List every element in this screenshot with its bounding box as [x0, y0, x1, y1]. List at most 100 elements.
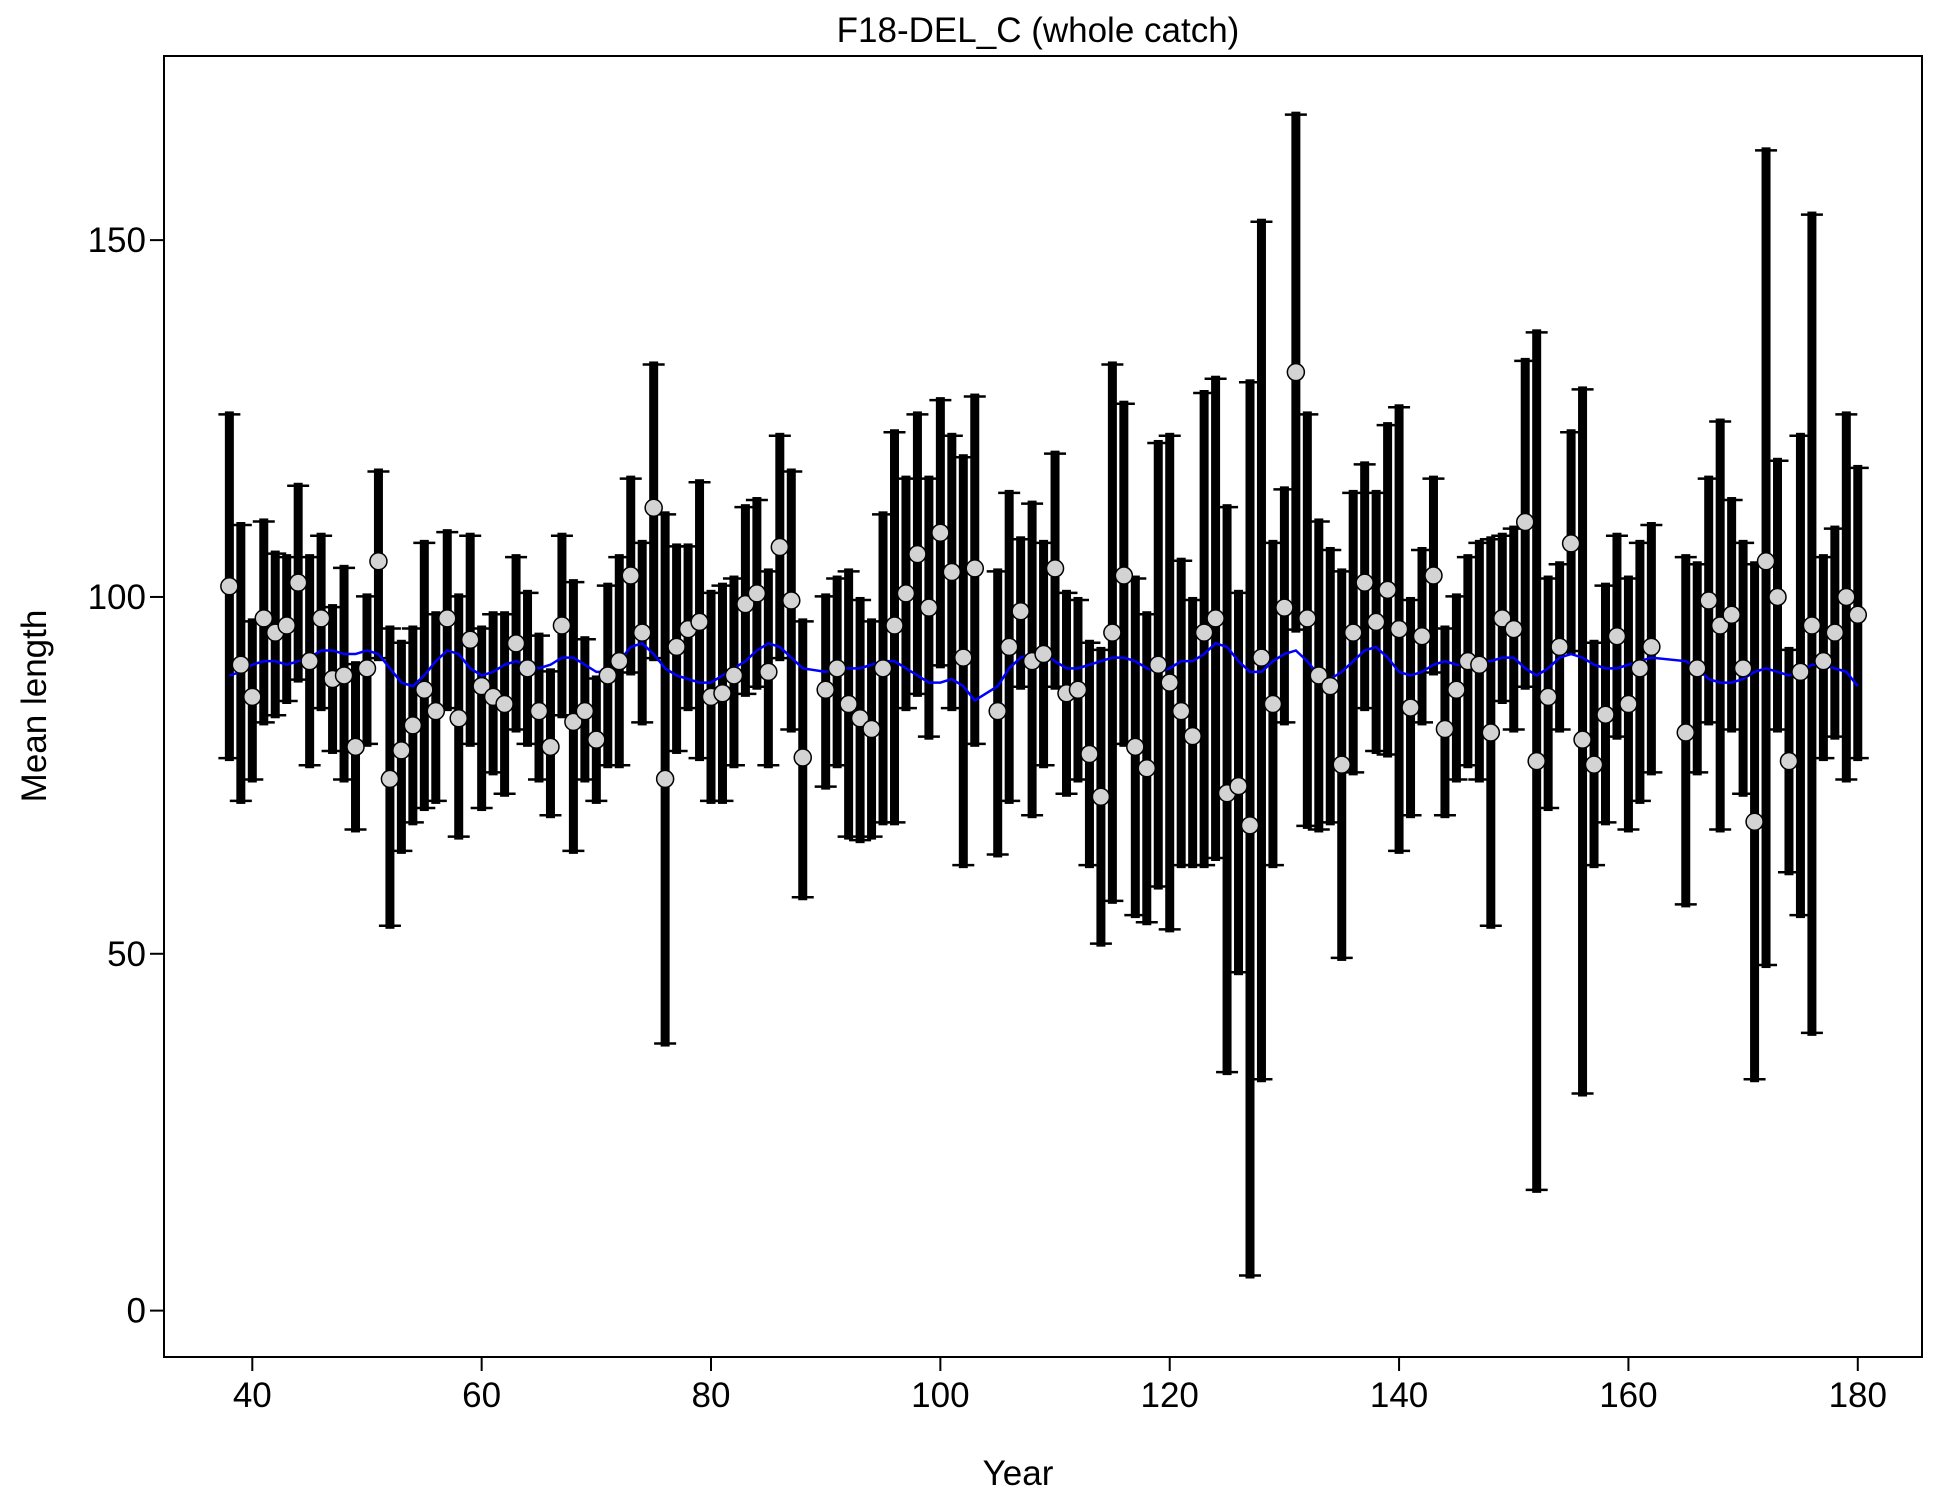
observed-point: [1619, 694, 1638, 714]
observed-point: [793, 748, 813, 767]
error-bar: [1600, 582, 1610, 826]
observed-point: [965, 559, 985, 578]
error-cap: [1250, 220, 1273, 1081]
observed-point: [816, 680, 835, 699]
observed-point: [300, 651, 319, 671]
observed-point: [896, 584, 916, 603]
error-cap: [883, 430, 906, 824]
x-tick-label: 40: [233, 1376, 272, 1415]
observed-point: [1401, 698, 1420, 717]
observed-point: [1733, 659, 1753, 678]
observed-point: [1825, 623, 1845, 642]
observed-point: [1435, 719, 1455, 739]
observed-point: [426, 701, 446, 721]
observed-point: [1321, 676, 1340, 696]
observed-point: [1470, 655, 1489, 675]
observed-point: [621, 566, 640, 585]
observed-point: [954, 648, 973, 667]
observed-point: [1561, 534, 1581, 553]
error-cap: [1101, 363, 1124, 903]
observed-point: [1286, 362, 1306, 382]
observed-point: [1298, 609, 1317, 628]
observed-point: [1309, 666, 1329, 685]
error-cap: [1755, 149, 1778, 967]
observed-point: [782, 591, 801, 610]
observed-point: [1171, 701, 1191, 721]
observed-point: [311, 609, 331, 628]
observed-point: [1080, 744, 1099, 764]
observed-point: [243, 687, 262, 707]
observed-point: [1206, 609, 1225, 628]
x-tick-label: 140: [1370, 1376, 1428, 1415]
observed-point: [862, 719, 881, 739]
observed-point: [1389, 619, 1409, 639]
observed-point: [1229, 776, 1248, 796]
observed-point: [1837, 587, 1856, 607]
observed-point: [495, 694, 514, 714]
observed-point: [1481, 723, 1501, 742]
observed-point: [1447, 680, 1466, 699]
observed-point: [988, 701, 1007, 721]
observed-point: [942, 562, 962, 582]
error-cap: [1307, 520, 1330, 831]
observed-point: [1676, 723, 1696, 742]
observed-point: [632, 623, 652, 642]
observed-point: [357, 659, 377, 678]
observed-point: [1515, 512, 1535, 532]
x-tick-label: 80: [692, 1376, 731, 1415]
observed-point: [644, 498, 663, 517]
observed-point: [1779, 751, 1799, 771]
observed-point: [724, 666, 744, 685]
observed-point: [1137, 758, 1157, 778]
observed-point: [759, 662, 778, 682]
error-cap: [1055, 591, 1078, 796]
observed-point: [667, 637, 686, 657]
y-tick-label: 50: [107, 935, 146, 974]
observed-point: [575, 701, 595, 721]
observed-point: [472, 676, 491, 696]
error-cap: [1158, 434, 1181, 931]
observed-point: [1332, 755, 1351, 774]
observed-point: [908, 544, 927, 564]
error-cap: [849, 598, 872, 842]
error-cap: [229, 523, 252, 803]
observed-point: [288, 573, 308, 592]
observed-point: [1710, 616, 1730, 635]
error-cap: [1674, 555, 1697, 906]
observed-point: [1642, 637, 1661, 657]
error-cap: [1571, 388, 1594, 1095]
observed-point: [1378, 580, 1397, 600]
x-axis-label: Year: [983, 1454, 1054, 1493]
observed-point: [1068, 680, 1088, 699]
error-cap: [562, 580, 585, 853]
error-cap: [1835, 413, 1858, 781]
observed-point: [1045, 559, 1065, 578]
observed-point: [587, 730, 606, 749]
observed-point: [1550, 637, 1569, 657]
observed-point: [1114, 566, 1134, 585]
x-tick-label: 60: [462, 1376, 501, 1415]
observed-point: [1366, 612, 1386, 632]
observed-point: [1424, 566, 1443, 585]
y-tick-label: 100: [88, 578, 146, 617]
observed-point: [770, 537, 790, 557]
observed-point: [1126, 737, 1145, 757]
error-cap: [998, 491, 1021, 803]
observed-point: [873, 659, 893, 678]
observed-point: [1091, 787, 1111, 807]
observed-point: [1699, 591, 1718, 610]
error-cap: [791, 620, 814, 899]
observed-point: [1355, 573, 1374, 592]
observed-point: [506, 634, 526, 653]
error-cap: [1800, 213, 1823, 1035]
error-cap: [963, 395, 986, 746]
observed-point: [1343, 623, 1363, 642]
observed-point: [839, 694, 858, 714]
observed-point: [277, 616, 296, 635]
y-tick-label: 150: [88, 221, 146, 260]
error-cap: [1709, 420, 1732, 831]
observed-point: [380, 769, 400, 789]
observed-point: [1745, 812, 1764, 832]
error-cap: [1216, 505, 1239, 1074]
y-axis-label: Mean length: [15, 610, 54, 803]
